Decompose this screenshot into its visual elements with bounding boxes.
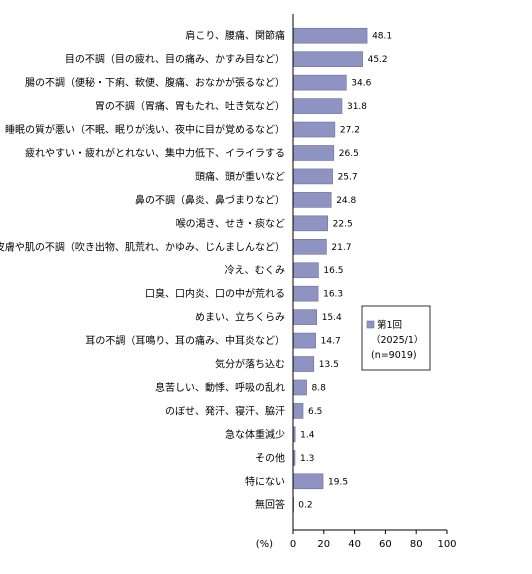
bar bbox=[292, 51, 363, 67]
bar bbox=[292, 145, 335, 161]
category-label: 肩こり、腰痛、関節痛 bbox=[185, 29, 285, 42]
category-label: 耳の不調（耳鳴り、耳の痛み、中耳炎など） bbox=[85, 334, 285, 347]
bar bbox=[292, 379, 307, 396]
x-tick-label: 0 bbox=[290, 539, 296, 550]
bar bbox=[292, 121, 336, 138]
bar bbox=[292, 309, 318, 325]
bar bbox=[292, 27, 368, 44]
x-tick-label: 20 bbox=[317, 539, 330, 550]
bar bbox=[292, 332, 316, 349]
bar bbox=[292, 262, 319, 279]
value-label: 8.8 bbox=[312, 383, 327, 393]
category-label: 疲れやすい・疲れがとれない、集中力低下、イライラする bbox=[25, 146, 285, 159]
category-label: 睡眠の質が悪い（不眠、眠りが浅い、夜中に目が覚めるなど） bbox=[5, 123, 285, 136]
axes: 0 20 40 60 80 100 (%) bbox=[256, 14, 457, 550]
x-tick-label: 80 bbox=[410, 539, 423, 550]
bar bbox=[292, 356, 315, 372]
value-label: 45.2 bbox=[368, 55, 388, 65]
category-label: めまい、立ちくらみ bbox=[195, 311, 285, 324]
bar bbox=[292, 98, 343, 114]
category-label: 口臭、口内炎、口の中が荒れる bbox=[145, 287, 285, 300]
value-label: 25.7 bbox=[338, 172, 358, 182]
value-label: 26.5 bbox=[339, 149, 359, 159]
legend-swatch bbox=[366, 320, 375, 329]
x-unit-label: (%) bbox=[256, 539, 273, 550]
value-label: 16.5 bbox=[323, 266, 343, 276]
category-label: 目の不調（目の疲れ、目の痛み、かすみ目など） bbox=[65, 53, 285, 66]
value-label: 19.5 bbox=[328, 477, 348, 487]
bar bbox=[292, 192, 332, 208]
category-label: 頭痛、頭が重いなど bbox=[195, 170, 285, 183]
category-label: 特にない bbox=[245, 476, 285, 488]
category-label: 喉の渇き、せき・痰など bbox=[176, 217, 285, 230]
category-label: その他 bbox=[255, 451, 285, 464]
bar bbox=[292, 168, 333, 185]
value-label: 16.3 bbox=[323, 290, 343, 300]
value-label: 6.5 bbox=[308, 407, 322, 417]
legend-date: （2025/1） bbox=[371, 334, 423, 346]
x-tick-label: 100 bbox=[437, 539, 456, 550]
value-label: 48.1 bbox=[372, 32, 392, 42]
legend: 第1回 （2025/1） (n=9019) bbox=[361, 305, 431, 371]
bar bbox=[292, 285, 319, 302]
category-label: のぼせ、発汗、寝汗、脇汗 bbox=[165, 404, 285, 417]
category-label: 息苦しい、動悸、呼吸の乱れ bbox=[155, 381, 285, 394]
bar bbox=[292, 215, 328, 232]
bar bbox=[292, 403, 304, 419]
x-tick-label: 60 bbox=[379, 539, 392, 550]
legend-series-name: 第1回 bbox=[377, 319, 402, 331]
value-label: 24.8 bbox=[336, 196, 356, 206]
bar bbox=[292, 238, 327, 255]
value-label: 34.6 bbox=[351, 79, 371, 89]
bar bbox=[292, 74, 347, 91]
value-label: 1.3 bbox=[300, 454, 314, 464]
legend-box bbox=[361, 305, 431, 371]
value-label: 15.4 bbox=[322, 313, 342, 323]
category-label: 鼻の不調（鼻炎、鼻づまりなど） bbox=[135, 193, 285, 206]
value-label: 27.2 bbox=[340, 126, 360, 136]
category-label: 胃の不調（胃痛、胃もたれ、吐き気など） bbox=[95, 100, 285, 113]
value-label: 22.5 bbox=[333, 219, 353, 229]
value-label: 13.5 bbox=[319, 360, 339, 370]
value-labels: 48.1 45.2 34.6 31.8 27.2 26.5 25.7 24.8 22.5 21.7… bbox=[298, 32, 392, 511]
category-label: 急な体重減少 bbox=[225, 428, 285, 441]
legend-sample-size: (n=9019) bbox=[371, 350, 417, 361]
value-label: 21.7 bbox=[331, 243, 351, 253]
category-label: 冷え、むくみ bbox=[225, 264, 285, 277]
bar bbox=[292, 473, 324, 490]
category-label: 皮膚や肌の不調（吹き出物、肌荒れ、かゆみ、じんましんなど） bbox=[0, 240, 285, 253]
category-label: 腸の不調（便秘・下痢、軟便、腹痛、おなかが張るなど） bbox=[25, 76, 285, 89]
category-label: 無回答 bbox=[255, 498, 285, 511]
x-tick-label: 40 bbox=[348, 539, 361, 550]
value-label: 1.4 bbox=[300, 430, 315, 440]
value-label: 0.2 bbox=[298, 501, 312, 511]
category-label: 気分が落ち込む bbox=[215, 358, 285, 371]
value-label: 31.8 bbox=[347, 102, 367, 112]
value-label: 14.7 bbox=[321, 337, 341, 347]
